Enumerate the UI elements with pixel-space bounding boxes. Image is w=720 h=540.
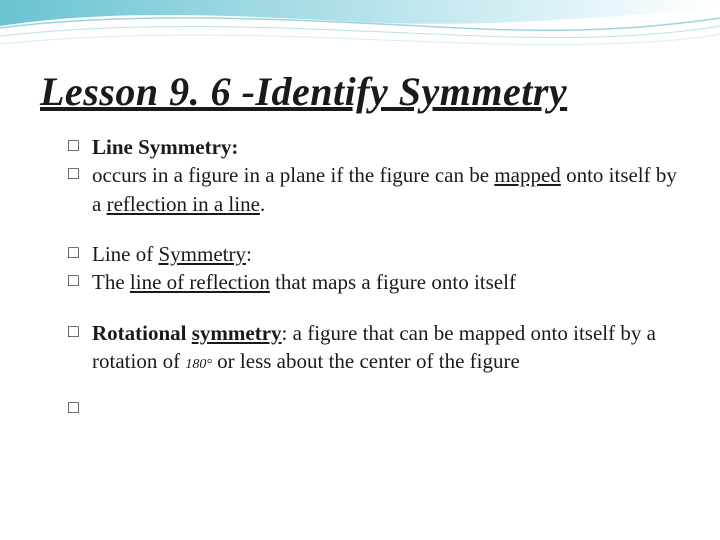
text-underlined: Symmetry [158, 242, 246, 266]
slide-content: Lesson 9. 6 -Identify Symmetry Line Symm… [0, 0, 720, 417]
section-line-symmetry: Line Symmetry: occurs in a figure in a p… [40, 133, 680, 218]
body-line-of-symmetry: The line of reflection that maps a figur… [68, 268, 680, 296]
text-underlined: reflection in a line [107, 192, 260, 216]
text-frag: . [260, 192, 265, 216]
text-underlined: mapped [494, 163, 560, 187]
heading-text: Line Symmetry: [92, 135, 238, 159]
heading-rotational-symmetry: Rotational symmetry: a figure that can b… [68, 319, 680, 376]
text-frag: Line of [92, 242, 158, 266]
section-rotational-symmetry: Rotational symmetry: a figure that can b… [40, 319, 680, 376]
section-line-of-symmetry: Line of Symmetry: The line of reflection… [40, 240, 680, 297]
text-frag: that maps a figure onto itself [270, 270, 516, 294]
text-frag: Rotational [92, 321, 192, 345]
text-frag: The [92, 270, 130, 294]
heading-line-of-symmetry: Line of Symmetry: [68, 240, 680, 268]
text-underlined: symmetry [192, 321, 282, 345]
degree-value: 180° [185, 357, 212, 372]
body-line-symmetry: occurs in a figure in a plane if the fig… [68, 161, 680, 218]
slide-title: Lesson 9. 6 -Identify Symmetry [40, 68, 680, 115]
text-underlined: line of reflection [130, 270, 270, 294]
heading-line-symmetry: Line Symmetry: [68, 133, 680, 161]
text-frag: occurs in a figure in a plane if the fig… [92, 163, 494, 187]
text-frag: : [246, 242, 252, 266]
text-frag: or less about the center of the figure [212, 349, 520, 373]
